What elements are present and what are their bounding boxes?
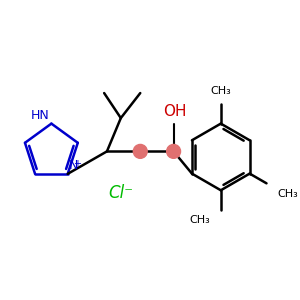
Text: HN: HN — [31, 109, 50, 122]
Text: CH₃: CH₃ — [278, 189, 298, 199]
Text: CH₃: CH₃ — [210, 86, 231, 96]
Text: N: N — [69, 160, 79, 172]
Circle shape — [167, 144, 181, 158]
Text: Cl⁻: Cl⁻ — [108, 184, 133, 202]
Text: OH: OH — [163, 104, 187, 119]
Circle shape — [133, 144, 147, 158]
Text: CH₃: CH₃ — [189, 215, 210, 225]
Text: +: + — [73, 159, 81, 169]
